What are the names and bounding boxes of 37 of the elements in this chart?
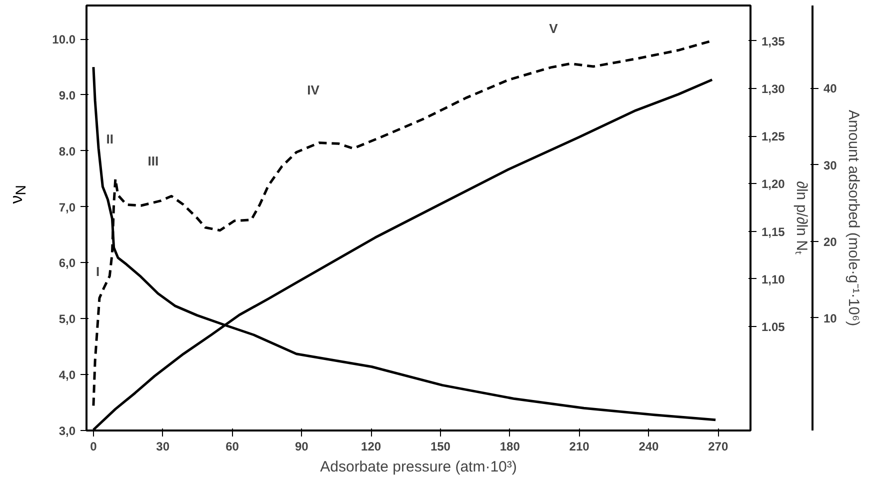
y2-tick-label: 1.05 — [762, 320, 786, 334]
x-tick-label: 150 — [430, 440, 451, 454]
y3-axis-title: Amount adsorbed (mole·g⁻¹·10⁶) — [844, 110, 862, 326]
y-tick-label: 6,0 — [58, 256, 76, 270]
annotation: III — [148, 153, 159, 168]
y2-tick-label: 1,35 — [762, 34, 786, 48]
x-axis-title: Adsorbate pressure (atm·10³) — [320, 458, 517, 476]
annotation: II — [106, 131, 114, 146]
x-tick-label: 210 — [569, 440, 590, 454]
x-tick-label: 270 — [708, 440, 728, 454]
y-tick-label: 10.0 — [52, 32, 76, 47]
y-tick-label: 7,0 — [58, 200, 76, 214]
annotation: IV — [307, 82, 320, 98]
y-tick-label: 4,0 — [58, 368, 76, 382]
annotation: I — [96, 264, 100, 279]
y-tick-label: 8.0 — [58, 144, 76, 158]
x-tick-label: 240 — [638, 440, 660, 454]
x-tick-label: 30 — [156, 440, 170, 454]
x-tick-label: 0 — [90, 440, 98, 454]
y-tick-label: 9.0 — [58, 88, 76, 102]
y2-tick-label: 1,20 — [762, 177, 786, 192]
x-tick-label: 60 — [226, 440, 240, 454]
y3-tick-label: 10 — [824, 311, 838, 326]
annotation: V — [549, 20, 558, 36]
x-tick-label: 90 — [294, 440, 309, 454]
y3-tick-label: 20 — [824, 234, 838, 249]
y2-tick-label: 1,10 — [762, 272, 786, 286]
y2-tick-label: 1,25 — [762, 130, 786, 144]
x-tick-label: 120 — [361, 440, 382, 454]
y2-tick-label: 1,30 — [762, 82, 786, 96]
y2-tick-label: 1,15 — [762, 224, 786, 239]
y-tick-label: 3,0 — [58, 424, 76, 438]
x-tick-label: 180 — [500, 440, 520, 454]
y-tick-label: 5,0 — [58, 312, 76, 326]
y2-axis-title: ∂ln p/∂ln Nₜ — [792, 181, 810, 255]
y3-tick-label: 30 — [824, 158, 838, 172]
y3-tick-label: 40 — [824, 82, 838, 96]
